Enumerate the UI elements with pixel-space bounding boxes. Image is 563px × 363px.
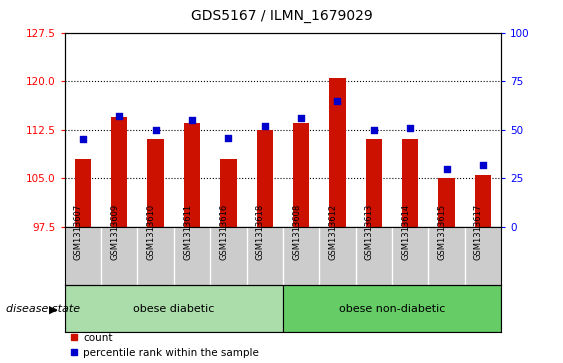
Bar xyxy=(65,285,283,332)
Text: GSM1313617: GSM1313617 xyxy=(474,203,483,260)
Text: GDS5167 / ILMN_1679029: GDS5167 / ILMN_1679029 xyxy=(191,9,372,23)
Bar xyxy=(111,117,127,227)
Text: GSM1313618: GSM1313618 xyxy=(256,203,265,260)
Legend: count, percentile rank within the sample: count, percentile rank within the sample xyxy=(70,333,260,358)
Point xyxy=(224,135,233,140)
Bar xyxy=(220,159,236,227)
Bar xyxy=(475,175,491,227)
Bar xyxy=(329,78,346,227)
Point xyxy=(187,117,196,123)
Text: GSM1313609: GSM1313609 xyxy=(110,203,119,260)
Text: GSM1313611: GSM1313611 xyxy=(183,203,192,260)
Text: GSM1313615: GSM1313615 xyxy=(437,203,446,260)
Text: GSM1313616: GSM1313616 xyxy=(220,203,229,260)
Text: obese diabetic: obese diabetic xyxy=(133,303,215,314)
Point xyxy=(297,115,306,121)
Text: obese non-diabetic: obese non-diabetic xyxy=(339,303,445,314)
Text: GSM1313607: GSM1313607 xyxy=(74,203,83,260)
Bar xyxy=(184,123,200,227)
Bar xyxy=(148,139,164,227)
Text: ▶: ▶ xyxy=(49,304,58,314)
Bar xyxy=(75,159,91,227)
Point xyxy=(442,166,451,171)
Bar xyxy=(365,139,382,227)
Bar xyxy=(283,285,501,332)
Point xyxy=(151,127,160,133)
Point xyxy=(369,127,378,133)
Bar xyxy=(257,130,273,227)
Point xyxy=(260,123,269,129)
Point xyxy=(115,113,124,119)
Text: disease state: disease state xyxy=(6,304,80,314)
Point xyxy=(406,125,415,131)
Bar xyxy=(293,123,309,227)
Point xyxy=(333,98,342,103)
Point xyxy=(479,162,488,168)
Text: GSM1313610: GSM1313610 xyxy=(146,203,155,260)
Bar xyxy=(402,139,418,227)
Text: GSM1313612: GSM1313612 xyxy=(328,203,337,260)
Text: GSM1313614: GSM1313614 xyxy=(401,203,410,260)
Text: GSM1313608: GSM1313608 xyxy=(292,203,301,260)
Bar xyxy=(439,178,455,227)
Point xyxy=(78,136,87,142)
Text: GSM1313613: GSM1313613 xyxy=(365,203,374,260)
